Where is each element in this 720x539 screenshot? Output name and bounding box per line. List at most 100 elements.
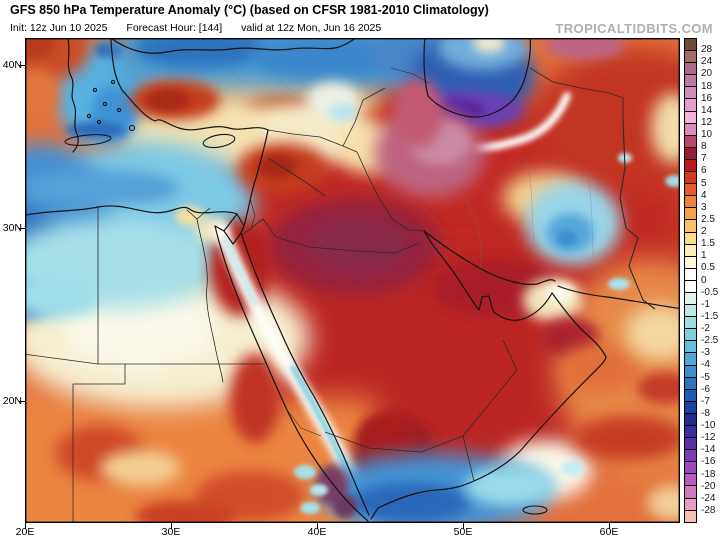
anomaly-blob: [665, 175, 680, 187]
init-time: Init: 12z Jun 10 2025: [10, 22, 108, 34]
map-frame: [25, 38, 680, 523]
lat-axis-label: 40N: [2, 59, 22, 71]
colorbar-tick-label: 3: [701, 201, 707, 213]
colorbar-segment: [685, 86, 696, 99]
colorbar-segment: [685, 39, 696, 51]
colorbar-segment: [685, 449, 696, 462]
colorbar-tick-label: 14: [701, 104, 713, 116]
colorbar-segment: [685, 243, 696, 256]
colorbar-tick-label: 1: [701, 250, 707, 262]
colorbar-segment: [685, 412, 696, 425]
anomaly-blob: [546, 283, 574, 303]
anomaly-blob: [465, 466, 555, 506]
colorbar-segment: [685, 62, 696, 75]
colorbar-tick-label: 7: [701, 153, 707, 165]
anomaly-blob: [316, 465, 348, 505]
anomaly-blob: [575, 416, 680, 460]
colorbar-segment: [685, 461, 696, 474]
anomaly-blob: [25, 68, 59, 118]
colorbar-segment: [685, 509, 696, 522]
anomaly-blob: [135, 500, 235, 523]
colorbar-segment: [685, 158, 696, 172]
colorbar-tick-label: 2.5: [701, 213, 715, 225]
colorbar-segment: [685, 291, 696, 305]
anomaly-blob: [65, 288, 215, 368]
colorbar-segment: [685, 74, 696, 87]
lat-axis-label: 20N: [2, 395, 22, 407]
lat-axis-tick: [19, 64, 25, 66]
anomaly-blob: [146, 89, 190, 111]
lon-axis-label: 50E: [453, 526, 473, 538]
lon-axis-label: 30E: [161, 526, 181, 538]
colorbar-tick-label: -8: [701, 407, 710, 419]
colorbar-segment: [685, 255, 696, 268]
colorbar-tick-label: -0.5: [701, 286, 719, 298]
colorbar-tick-label: 0.5: [701, 262, 715, 274]
lat-axis-tick: [19, 400, 25, 402]
colorbar-tick-label: 8: [701, 141, 707, 153]
model-run-info: Init: 12z Jun 10 2025 Forecast Hour: [14…: [10, 22, 397, 34]
lon-axis-label: 60E: [599, 526, 619, 538]
anomaly-blob: [135, 38, 265, 68]
anomaly-blob: [25, 274, 100, 318]
colorbar-segment: [685, 352, 696, 365]
anomaly-blob: [561, 460, 585, 476]
lon-axis-tick: [24, 523, 26, 529]
colorbar-segment: [685, 110, 696, 123]
country-borders: [25, 67, 656, 523]
colorbar-tick-label: 5: [701, 177, 707, 189]
lon-axis-tick: [462, 523, 464, 529]
temperature-colorbar: [684, 38, 697, 523]
anomaly-blob: [557, 230, 577, 246]
anomaly-blob: [438, 38, 528, 70]
colorbar-tick-label: 28: [701, 44, 713, 56]
colorbar-tick-label: -28: [701, 504, 716, 516]
anomaly-blob: [257, 154, 297, 178]
colorbar-segment: [685, 279, 696, 292]
anomaly-blob: [473, 38, 505, 53]
colorbar-tick-label: -5: [701, 371, 710, 383]
anomaly-map: [25, 38, 680, 523]
colorbar-segment: [685, 388, 696, 401]
lon-axis-tick: [170, 523, 172, 529]
colorbar-segment: [685, 328, 696, 341]
colorbar-tick-label: 12: [701, 116, 713, 128]
colorbar-tick-label: -10: [701, 420, 716, 431]
colorbar-segment: [685, 98, 696, 111]
forecast-hour: Forecast Hour: [144]: [126, 22, 223, 34]
colorbar-segment: [685, 231, 696, 244]
lon-axis-tick: [316, 523, 318, 529]
colorbar-tick-label: -14: [701, 444, 716, 456]
colorbar-segment: [685, 304, 696, 317]
colorbar-segment: [685, 437, 696, 450]
colorbar-tick-label: 0: [701, 274, 707, 286]
colorbar-tick-label: -3: [701, 347, 710, 359]
colorbar-tick-label: 1.5: [701, 238, 715, 250]
anomaly-blob: [65, 122, 125, 138]
colorbar-segment: [685, 134, 696, 147]
colorbar-segment: [685, 195, 696, 208]
colorbar-tick-label: -16: [701, 456, 716, 468]
anomaly-blob: [625, 305, 680, 361]
colorbar-segment: [685, 207, 696, 220]
colorbar-tick-label: 20: [701, 68, 713, 80]
colorbar-tick-label: 4: [701, 189, 707, 201]
anomaly-blob: [25, 170, 180, 206]
colorbar-tick-label: -2.5: [701, 335, 719, 347]
colorbar-tick-label: -18: [701, 468, 716, 480]
colorbar-segment: [685, 219, 696, 232]
colorbar-segment: [685, 267, 696, 280]
colorbar-tick-label: 16: [701, 92, 713, 104]
lon-axis-tick: [608, 523, 610, 529]
lat-axis-label: 30N: [2, 222, 22, 234]
lon-axis-label: 20E: [15, 526, 35, 538]
anomaly-blob: [393, 78, 443, 148]
anomaly-map-canvas: [25, 38, 680, 523]
colorbar-tick-label: -4: [701, 359, 710, 371]
anomaly-blob: [230, 353, 280, 443]
anomaly-blob: [535, 48, 680, 188]
islands: [64, 79, 548, 515]
colorbar-segment: [685, 473, 696, 486]
province-borders: [174, 67, 596, 269]
